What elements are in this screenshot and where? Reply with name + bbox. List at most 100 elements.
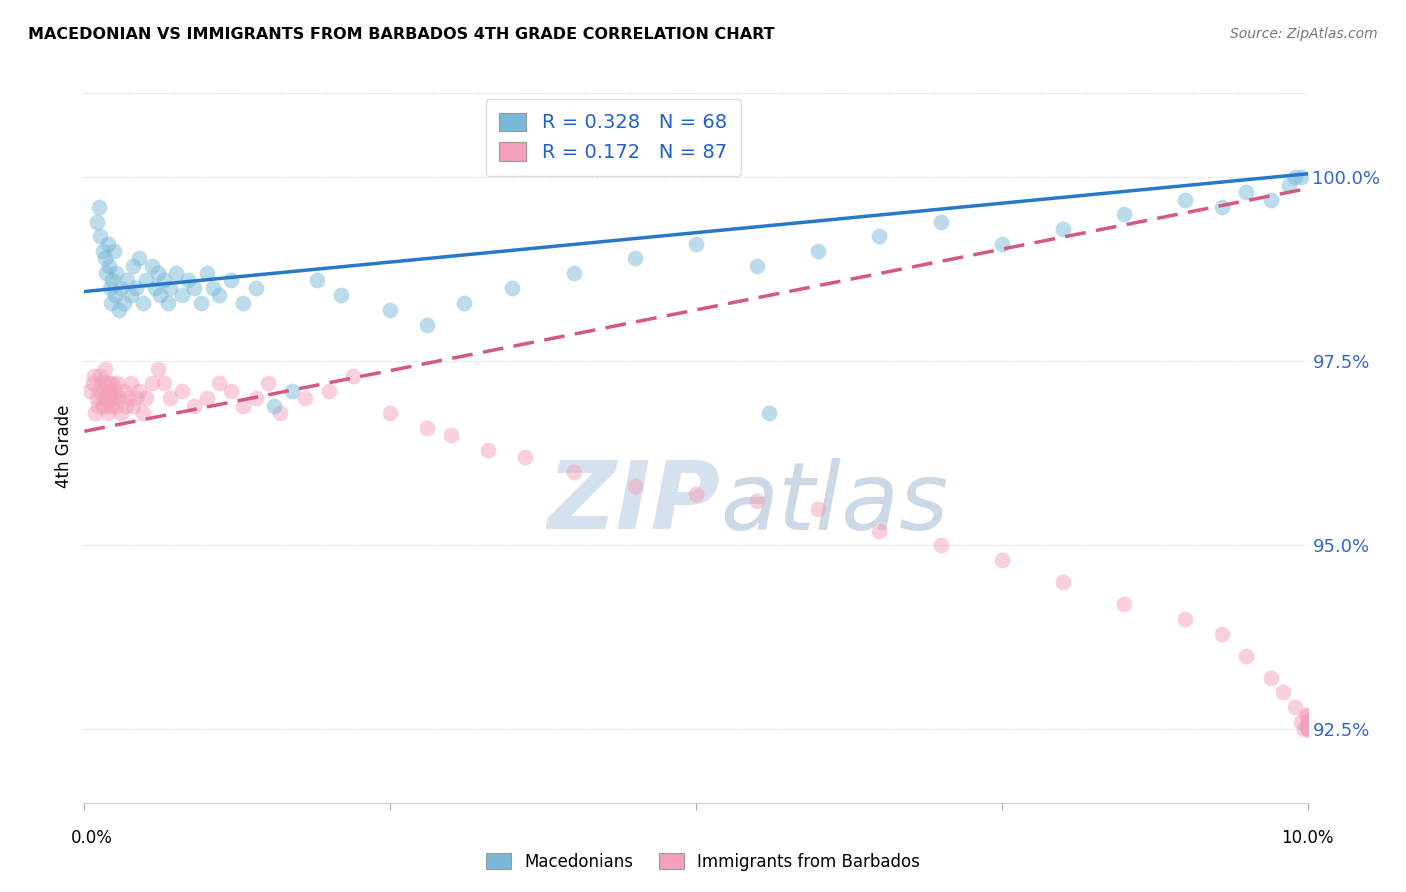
Text: MACEDONIAN VS IMMIGRANTS FROM BARBADOS 4TH GRADE CORRELATION CHART: MACEDONIAN VS IMMIGRANTS FROM BARBADOS 4… <box>28 27 775 42</box>
Point <box>141 376 163 391</box>
Point <box>112 384 135 398</box>
Point <box>87 200 110 214</box>
Point <box>128 384 150 398</box>
Point <box>380 302 402 317</box>
Point <box>143 281 166 295</box>
Point <box>1260 193 1282 207</box>
Point <box>453 295 475 310</box>
Point <box>91 244 114 258</box>
Point <box>1296 714 1319 729</box>
Point <box>869 524 891 538</box>
Point <box>263 399 285 413</box>
Point <box>745 259 768 273</box>
Point <box>96 266 118 280</box>
Point <box>1295 707 1317 722</box>
Point <box>208 376 231 391</box>
Point <box>1296 714 1319 729</box>
Point <box>90 376 112 391</box>
Point <box>513 450 536 464</box>
Point <box>132 295 155 310</box>
Point <box>1296 714 1319 729</box>
Point <box>232 399 254 413</box>
Point <box>146 361 169 376</box>
Point <box>97 384 120 398</box>
Point <box>96 399 118 413</box>
Point <box>1284 170 1306 185</box>
Point <box>416 318 439 332</box>
Point <box>416 420 439 434</box>
Point <box>294 391 316 405</box>
Point <box>1296 707 1319 722</box>
Point <box>1211 200 1233 214</box>
Point <box>86 214 108 228</box>
Legend: Macedonians, Immigrants from Barbados: Macedonians, Immigrants from Barbados <box>478 845 928 880</box>
Point <box>153 376 176 391</box>
Y-axis label: 4th Grade: 4th Grade <box>55 404 73 488</box>
Point <box>100 295 122 310</box>
Point <box>1114 597 1136 611</box>
Point <box>1284 700 1306 714</box>
Point <box>156 295 179 310</box>
Point <box>219 384 242 398</box>
Point <box>330 288 353 302</box>
Point <box>101 273 124 287</box>
Point <box>117 391 139 405</box>
Point <box>84 406 107 420</box>
Point <box>685 236 707 251</box>
Point <box>232 295 254 310</box>
Point <box>101 376 124 391</box>
Point <box>1234 185 1257 199</box>
Point <box>149 288 172 302</box>
Point <box>1292 723 1315 737</box>
Point <box>91 391 114 405</box>
Legend: R = 0.328   N = 68, R = 0.172   N = 87: R = 0.328 N = 68, R = 0.172 N = 87 <box>485 99 741 176</box>
Point <box>104 384 127 398</box>
Text: 0.0%: 0.0% <box>70 829 112 847</box>
Point <box>141 259 163 273</box>
Point <box>807 501 830 516</box>
Point <box>183 281 205 295</box>
Point <box>208 288 231 302</box>
Point <box>100 391 122 405</box>
Point <box>1260 671 1282 685</box>
Point <box>745 494 768 508</box>
Point <box>97 259 120 273</box>
Point <box>1174 193 1197 207</box>
Point <box>105 266 128 280</box>
Point <box>100 399 122 413</box>
Text: 10.0%: 10.0% <box>1281 829 1334 847</box>
Point <box>1052 575 1074 590</box>
Point <box>1296 723 1319 737</box>
Point <box>87 399 110 413</box>
Point <box>107 302 129 317</box>
Point <box>990 553 1012 567</box>
Point <box>305 273 328 287</box>
Point <box>177 273 200 287</box>
Point <box>96 391 118 405</box>
Text: Source: ZipAtlas.com: Source: ZipAtlas.com <box>1230 27 1378 41</box>
Point <box>132 406 155 420</box>
Point <box>990 236 1012 251</box>
Point <box>112 295 135 310</box>
Point <box>91 399 114 413</box>
Point <box>110 281 132 295</box>
Point <box>89 369 111 384</box>
Point <box>190 295 212 310</box>
Point <box>477 442 499 457</box>
Point <box>245 281 267 295</box>
Point <box>257 376 280 391</box>
Point <box>1174 612 1197 626</box>
Point <box>1052 222 1074 236</box>
Point <box>1272 685 1295 699</box>
Point <box>807 244 830 258</box>
Point <box>97 376 120 391</box>
Point <box>103 244 125 258</box>
Point <box>1114 207 1136 221</box>
Point <box>105 376 128 391</box>
Point <box>83 369 105 384</box>
Point <box>380 406 402 420</box>
Point <box>172 384 194 398</box>
Point <box>120 288 142 302</box>
Point <box>153 273 176 287</box>
Point <box>79 384 101 398</box>
